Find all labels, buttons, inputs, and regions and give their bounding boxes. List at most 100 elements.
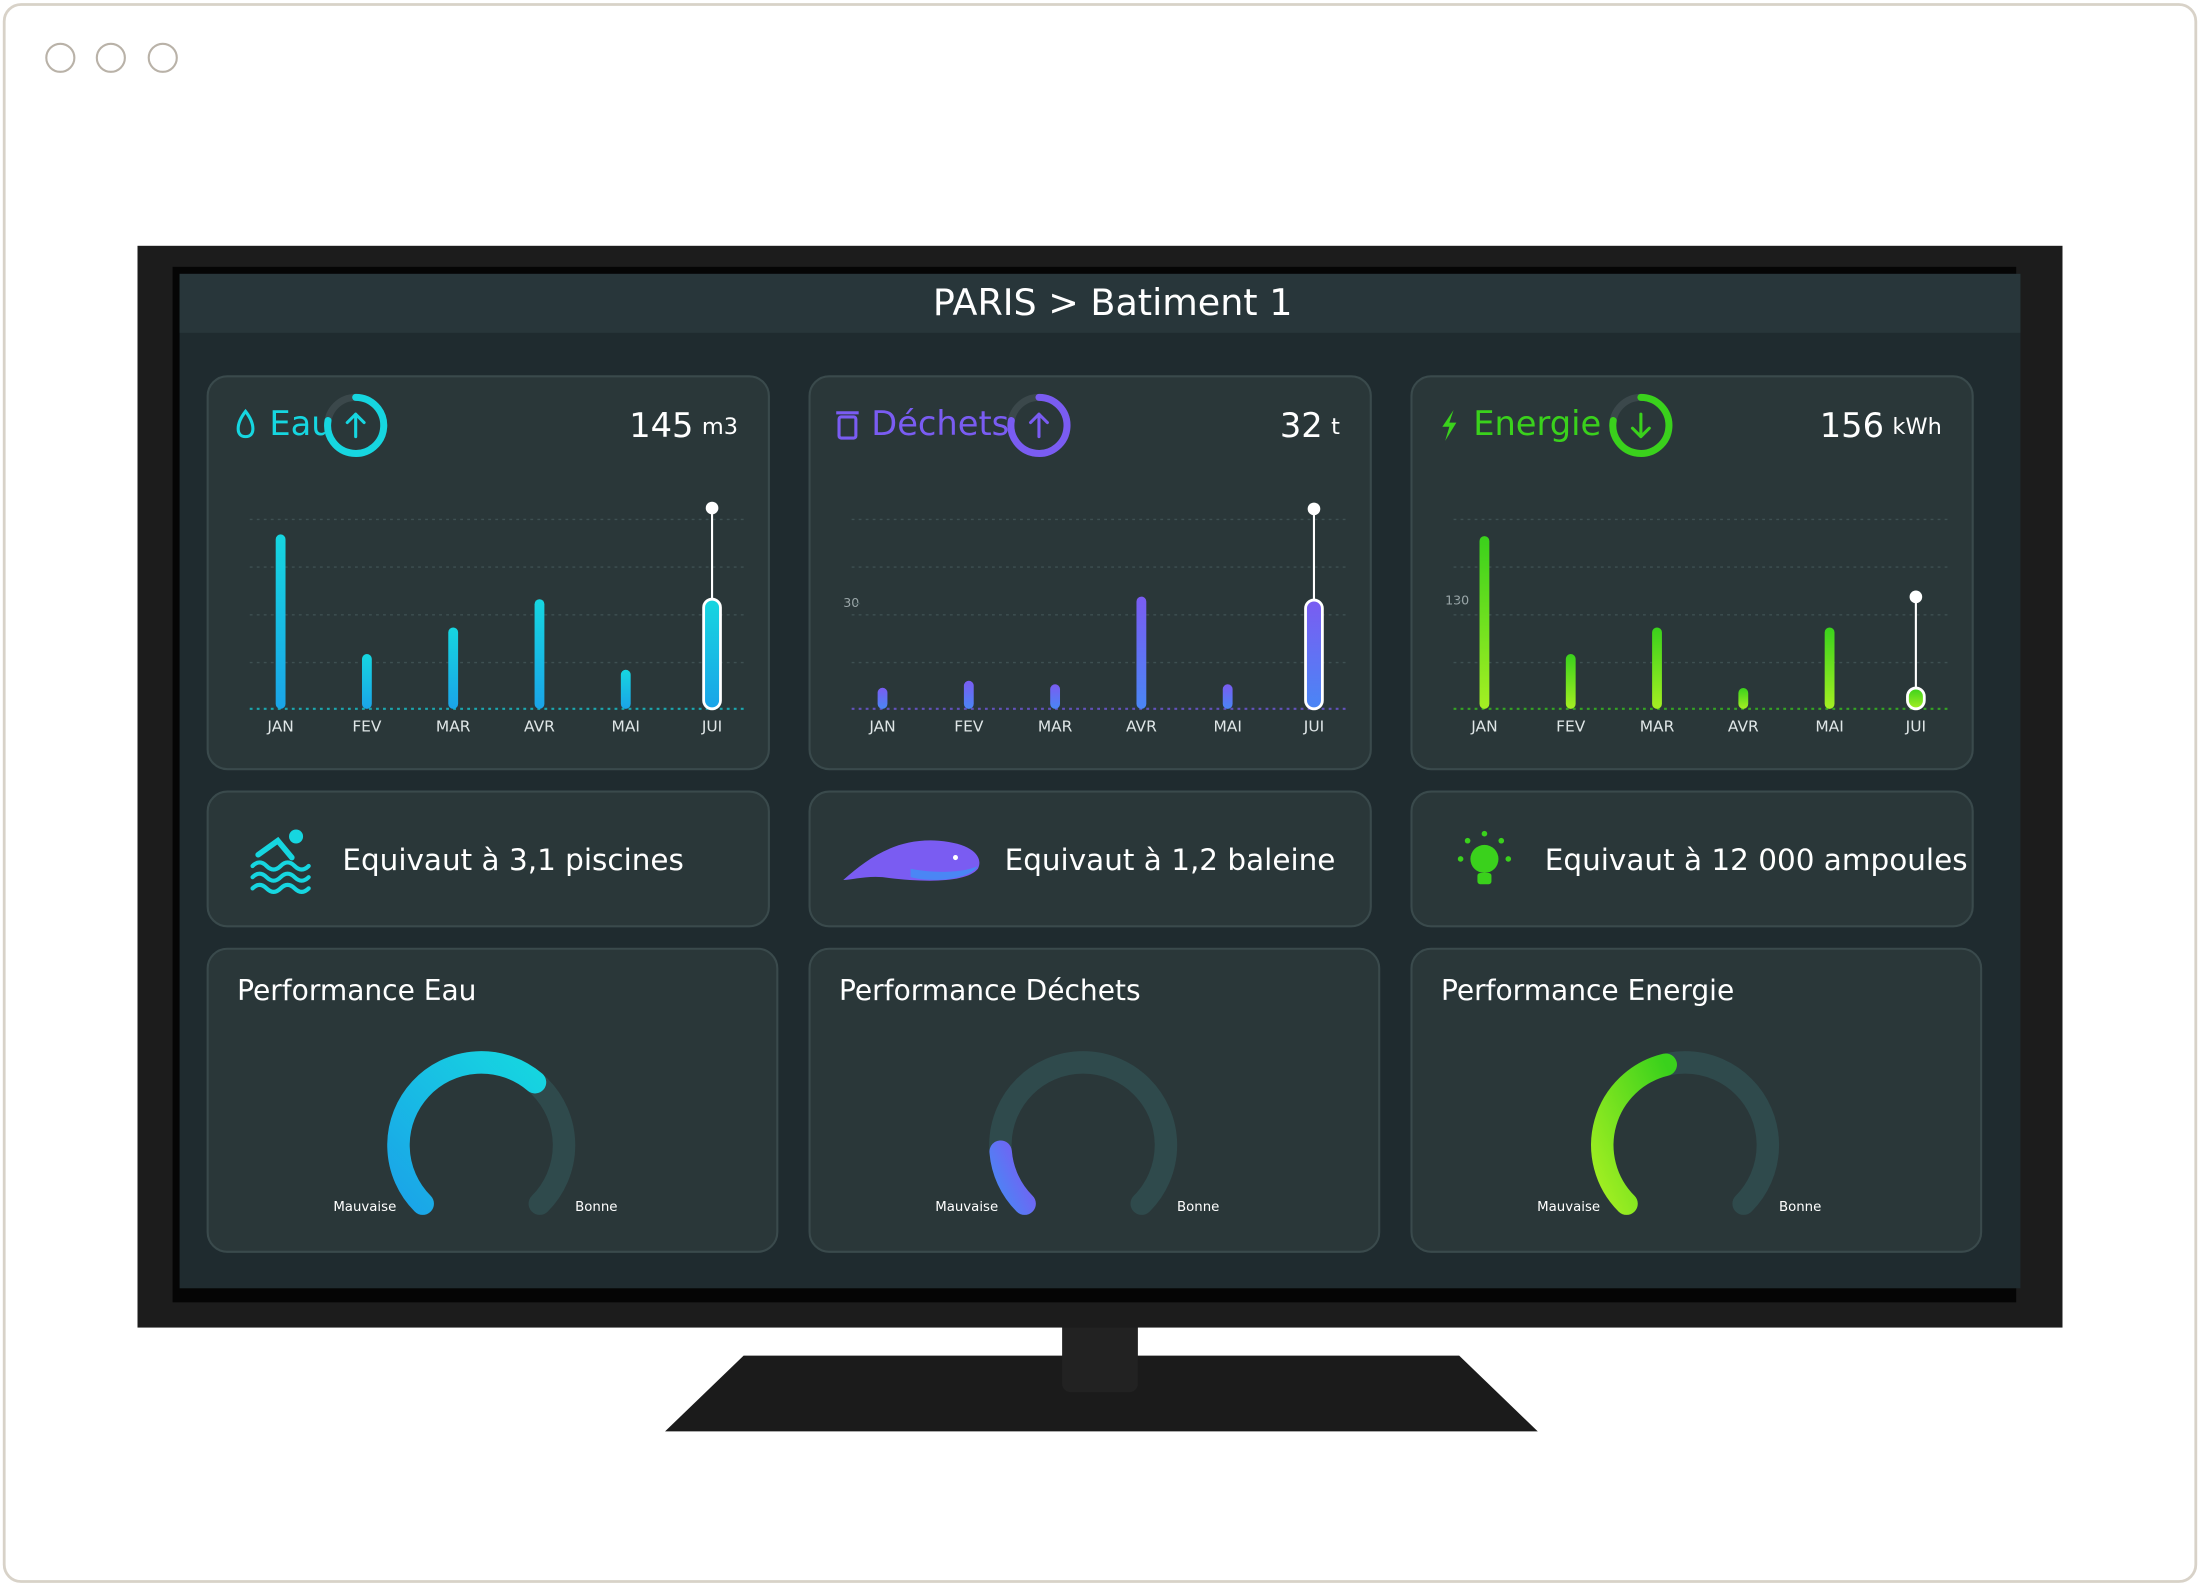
bulb-ray [1457, 856, 1464, 862]
metric-icon [1442, 409, 1457, 441]
bar [1479, 536, 1490, 709]
metric-total: 156 kWh [1820, 405, 1942, 444]
gauge-min-label: Mauvaise [935, 1200, 998, 1215]
window-dot [95, 42, 126, 73]
trend-arrow [1630, 412, 1651, 439]
trend-arrow [1029, 412, 1049, 439]
wave [250, 882, 311, 895]
equivalent-icon [843, 840, 980, 881]
metric-total: 145 m3 [629, 405, 738, 444]
bar [361, 654, 372, 709]
x-tick-label: FEV [352, 718, 382, 736]
bar [702, 597, 722, 711]
highlight-dot [1909, 590, 1923, 604]
bulb-ray [1498, 837, 1505, 844]
bar [1136, 596, 1147, 709]
x-tick-label: JAN [1470, 718, 1497, 736]
equivalent-card [808, 790, 1372, 928]
equivalent-text: Equivaut à 1,2 baleine [1005, 843, 1336, 877]
bar [877, 687, 888, 709]
x-tick-label: JAN [266, 718, 293, 736]
x-tick-label: MAI [612, 718, 640, 736]
highlight-dot [705, 501, 719, 515]
bar [1652, 627, 1662, 709]
metric-label: Eau [269, 404, 332, 443]
bar [534, 599, 545, 709]
x-tick-label: MAR [436, 718, 471, 736]
window-dot [147, 42, 178, 73]
bar [1906, 686, 1926, 711]
equivalent-card [206, 790, 770, 928]
metric-label: Déchets [871, 404, 1009, 443]
x-tick-label: AVR [1126, 718, 1157, 736]
x-tick-label: MAR [1038, 718, 1073, 736]
wave [250, 871, 311, 883]
bar [275, 534, 286, 709]
header-title: PARIS > Batiment 1 [933, 281, 1293, 324]
performance-card [808, 947, 1381, 1253]
bulb-base [1477, 872, 1492, 885]
bulb-icon [1470, 844, 1499, 873]
equivalent-card [1410, 790, 1974, 928]
gauge-value [989, 1140, 1036, 1215]
metric-total: 32 t [1280, 405, 1340, 444]
bar [963, 680, 974, 709]
metric-label: Energie [1473, 404, 1601, 443]
header-bar [179, 273, 2021, 333]
performance-title: Performance Eau [237, 974, 476, 1007]
y-tick-label: 30 [843, 595, 859, 610]
x-tick-label: MAI [1815, 718, 1843, 736]
whale-eye [952, 855, 959, 861]
x-tick-label: JUI [1303, 718, 1324, 736]
metric-value: 32 [1280, 405, 1323, 444]
x-tick-label: AVR [1728, 718, 1759, 736]
swimmer-body [255, 836, 295, 861]
bar [1738, 688, 1749, 709]
tv-stand-neck [1062, 1319, 1138, 1393]
equivalent-text: Equivaut à 12 000 ampoules [1545, 843, 1968, 877]
x-tick-label: JAN [868, 718, 895, 736]
equivalent-icon [250, 829, 311, 895]
x-tick-label: JUI [1905, 718, 1926, 736]
gauge-max-label: Bonne [1177, 1200, 1219, 1215]
highlight-dot [1307, 502, 1321, 516]
performance-title: Performance Energie [1441, 974, 1734, 1007]
window-dot [45, 42, 76, 73]
performance-card [1410, 947, 1983, 1253]
metric-unit: t [1331, 413, 1340, 439]
trend-ring [324, 393, 388, 457]
performance-card [206, 947, 779, 1253]
bar [1050, 684, 1061, 709]
bar [1304, 598, 1324, 711]
metric-icon [836, 411, 859, 440]
x-tick-label: MAI [1213, 718, 1241, 736]
x-tick-label: MAR [1640, 718, 1675, 736]
trend-arrow [345, 412, 366, 439]
gauge-value [387, 1051, 547, 1215]
gauge-value [1591, 1053, 1677, 1215]
metric-card [808, 375, 1372, 771]
dashboard: Eau 145 m3 JAN FEV MAR AVR MAI JUI Equivaut à 3,1… [206, 375, 1983, 1253]
x-tick-label: FEV [954, 718, 984, 736]
trend-ring [1007, 393, 1071, 457]
bulb-ray [1481, 830, 1488, 837]
trend-ring [1609, 393, 1673, 457]
wave [250, 860, 311, 872]
gauge-min-label: Mauvaise [333, 1200, 396, 1215]
metric-value: 145 [629, 405, 693, 444]
x-tick-label: FEV [1556, 718, 1586, 736]
gauge-max-label: Bonne [575, 1200, 617, 1215]
metric-value: 156 [1820, 405, 1884, 444]
water-drop-icon [236, 408, 255, 439]
trash-icon [837, 415, 858, 440]
y-tick-label: 130 [1445, 592, 1469, 607]
whale-icon [843, 840, 980, 881]
swimmer-head [289, 829, 304, 844]
bar [1565, 654, 1576, 709]
bulb-ray [1505, 856, 1512, 862]
bar [1824, 627, 1835, 709]
bar [448, 627, 459, 709]
whale-belly [910, 865, 978, 880]
